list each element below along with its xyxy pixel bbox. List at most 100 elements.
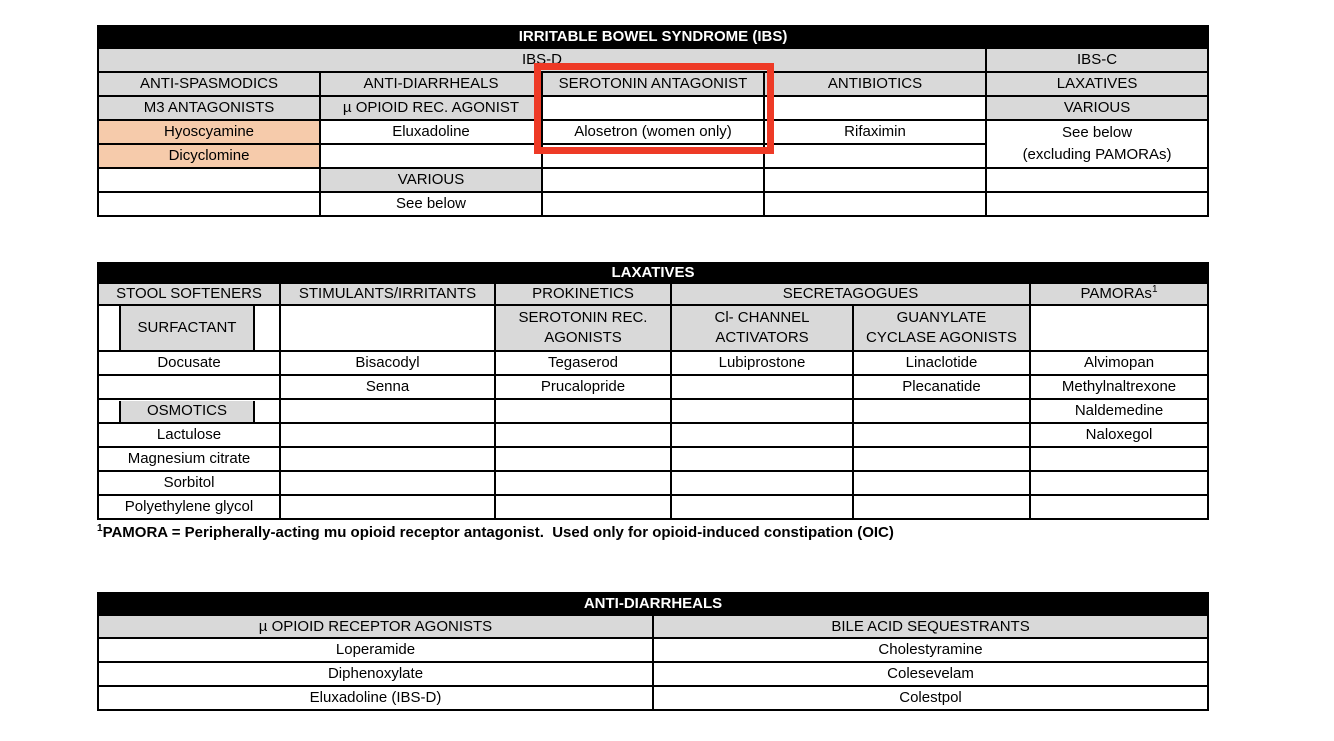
drug-cell-colestpol: Colestpol (651, 685, 1210, 711)
drug-cell-dicyclomine: Dicyclomine (97, 143, 321, 169)
laxatives-drug-row: Lactulose Naloxegol (97, 422, 1210, 448)
empty-cell (279, 398, 496, 424)
drug-cell-alosetron: Alosetron (women only) (541, 119, 765, 145)
empty-cell (852, 470, 1031, 496)
empty-cell (541, 191, 765, 217)
drug-cell-colesevelam: Colesevelam (651, 661, 1210, 687)
laxatives-drug-row: Magnesium citrate (97, 446, 1210, 472)
empty-cell (494, 446, 672, 472)
empty-cell (319, 143, 543, 169)
drug-cell-docusate: Docusate (97, 350, 281, 376)
inset-spacer (100, 401, 119, 421)
inset-spacer (100, 307, 119, 349)
drug-cell-methylnaltrexone: Methylnaltrexone (1028, 374, 1210, 400)
laxatives-class-header-row: STOOL SOFTENERS STIMULANTS/IRRITANTS PRO… (97, 282, 1210, 306)
empty-cell (670, 446, 854, 472)
empty-cell (670, 422, 854, 448)
surfactant-inset: SURFACTANT (100, 307, 278, 349)
antidiarrheals-drug-row: Eluxadoline (IBS-D) Colestpol (97, 685, 1210, 711)
col-header-antibiotics: ANTIBIOTICS (763, 71, 987, 97)
empty-cell (494, 494, 672, 520)
drug-cell-polyethylene-glycol: Polyethylene glycol (97, 494, 281, 520)
ibs-see-below-row: See below (97, 191, 1210, 217)
sub-header-surfactant: SURFACTANT (119, 307, 255, 349)
drug-cell-linaclotide: Linaclotide (852, 350, 1031, 376)
laxatives-drug-row: Polyethylene glycol (97, 494, 1210, 520)
col-header-prokinetics: PROKINETICS (494, 282, 672, 306)
ibsc-note-line2: (excluding PAMORAs) (1022, 146, 1172, 163)
col-header-mu-opioid-receptor-agonists: µ OPIOID RECEPTOR AGONISTS (97, 614, 654, 639)
empty-cell (97, 191, 321, 217)
drug-cell-sorbitol: Sorbitol (97, 470, 281, 496)
sub-header-line: SEROTONIN REC. (518, 309, 648, 326)
drug-cell-alvimopan: Alvimopan (1028, 350, 1210, 376)
drug-cell-magnesium-citrate: Magnesium citrate (97, 446, 281, 472)
antidiarrheals-drug-row: Diphenoxylate Colesevelam (97, 661, 1210, 687)
drug-cell-cholestyramine: Cholestyramine (651, 637, 1210, 663)
ibs-class-header-row: ANTI-SPASMODICS ANTI-DIARRHEALS SEROTONI… (97, 71, 1210, 97)
sub-header-various: VARIOUS (984, 95, 1210, 121)
ibs-drug-row: Hyoscyamine Eluxadoline Alosetron (women… (97, 119, 1210, 169)
laxatives-table: LAXATIVES STOOL SOFTENERS STIMULANTS/IRR… (96, 262, 1210, 520)
empty-cell (763, 95, 987, 121)
drug-cell-prucalopride: Prucalopride (494, 374, 672, 400)
laxatives-drug-row: Sorbitol (97, 470, 1210, 496)
ibsc-note-cell: See below (excluding PAMORAs) (984, 119, 1210, 169)
drug-cell-lactulose: Lactulose (97, 422, 281, 448)
laxatives-drug-row: Senna Prucalopride Plecanatide Methylnal… (97, 374, 1210, 400)
drug-cell-hyoscyamine: Hyoscyamine (97, 119, 321, 145)
empty-cell (763, 191, 987, 217)
col-header-laxatives: LAXATIVES (984, 71, 1210, 97)
inset-spacer (255, 401, 278, 421)
sub-header-serotonin-rec-agonists: SEROTONIN REC. AGONISTS (494, 304, 672, 352)
sub-header-guanylate-cyclase-agonists: GUANYLATE CYCLASE AGONISTS (852, 304, 1031, 352)
drug-cell-senna: Senna (279, 374, 496, 400)
osmotics-section-cell: OSMOTICS (97, 398, 281, 424)
empty-cell (763, 167, 987, 193)
inset-spacer (255, 307, 278, 349)
laxatives-osmotics-row: OSMOTICS Naldemedine (97, 398, 1210, 424)
empty-cell (852, 398, 1031, 424)
sub-header-line: CYCLASE AGONISTS (866, 329, 1017, 346)
ibs-various-row: VARIOUS (97, 167, 1210, 193)
empty-cell (494, 398, 672, 424)
drug-cell-rifaximin: Rifaximin (763, 119, 987, 145)
sub-header-mu-opioid: µ OPIOID REC. AGONIST (319, 95, 543, 121)
col-header-pamoras: PAMORAs1 (1028, 282, 1210, 306)
empty-cell (852, 422, 1031, 448)
col-header-anti-spasmodics: ANTI-SPASMODICS (97, 71, 321, 97)
sub-header-various-antidiarrheals: VARIOUS (319, 167, 543, 193)
antidiarrheals-table-title: ANTI-DIARRHEALS (96, 592, 1210, 616)
empty-cell (670, 374, 854, 400)
drug-cell-loperamide: Loperamide (97, 637, 654, 663)
empty-cell (1028, 494, 1210, 520)
drug-cell-bisacodyl: Bisacodyl (279, 350, 496, 376)
col-header-stimulants-irritants: STIMULANTS/IRRITANTS (279, 282, 496, 306)
empty-cell (1028, 304, 1210, 352)
drug-cell-eluxadoline: Eluxadoline (319, 119, 543, 145)
drug-cell-diphenoxylate: Diphenoxylate (97, 661, 654, 687)
surfactant-section-cell: SURFACTANT (97, 304, 281, 352)
drug-cell-naloxegol: Naloxegol (1028, 422, 1210, 448)
empty-cell (279, 470, 496, 496)
empty-cell (279, 494, 496, 520)
drug-cell-lubiprostone: Lubiprostone (670, 350, 854, 376)
empty-cell (984, 167, 1210, 193)
footnote-superscript: 1 (97, 523, 103, 534)
drug-cell-tegaserod: Tegaserod (494, 350, 672, 376)
col-header-serotonin-antagonist: SEROTONIN ANTAGONIST (541, 71, 765, 97)
empty-cell (494, 470, 672, 496)
antidiarrheals-drug-row: Loperamide Cholestyramine (97, 637, 1210, 663)
empty-cell (541, 95, 765, 121)
group-header-ibsc: IBS-C (984, 47, 1210, 73)
empty-cell (670, 494, 854, 520)
empty-cell (279, 304, 496, 352)
ibs-table-title: IRRITABLE BOWEL SYNDROME (IBS) (96, 25, 1210, 49)
sub-header-osmotics: OSMOTICS (119, 401, 255, 421)
col-header-bile-acid-sequestrants: BILE ACID SEQUESTRANTS (651, 614, 1210, 639)
empty-cell (670, 470, 854, 496)
empty-cell (1028, 470, 1210, 496)
antidiarrheals-table: ANTI-DIARRHEALS µ OPIOID RECEPTOR AGONIS… (96, 592, 1210, 711)
sub-header-cl-channel-activators: Cl- CHANNEL ACTIVATORS (670, 304, 854, 352)
sub-header-line: AGONISTS (544, 329, 622, 346)
